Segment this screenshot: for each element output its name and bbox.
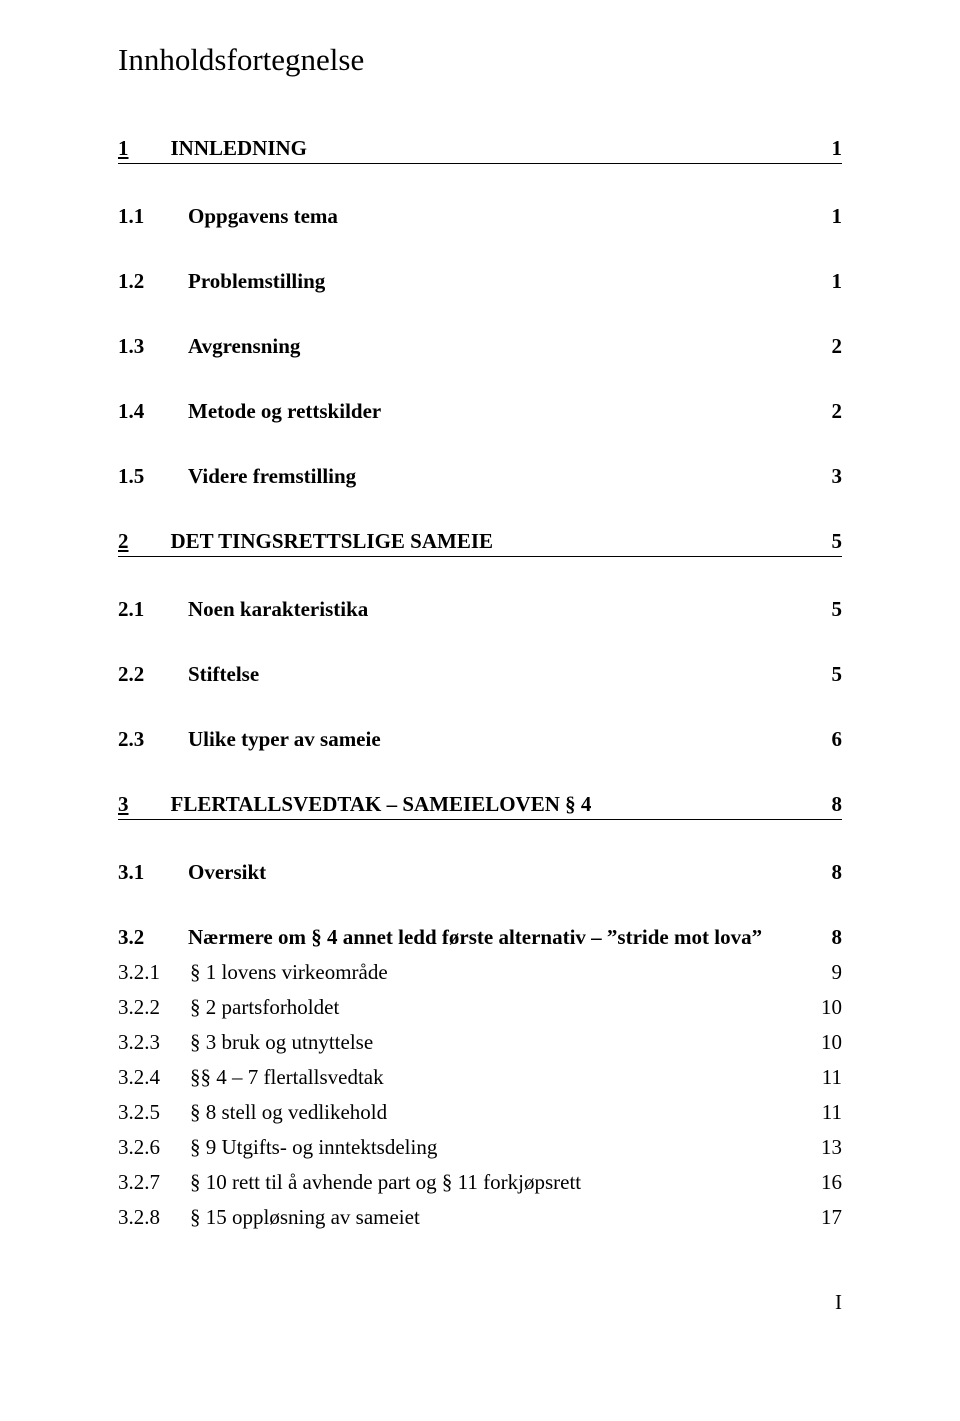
toc-num: 3.2.8 <box>118 1205 172 1230</box>
toc-label: §§ 4 – 7 flertallsvedtak <box>190 1065 810 1090</box>
toc-page: 9 <box>832 960 843 985</box>
toc-num: 3.2.1 <box>118 960 172 985</box>
toc-num: 3.2.3 <box>118 1030 172 1055</box>
toc-page: 1 <box>832 204 843 229</box>
toc-num: 3.1 <box>118 860 158 885</box>
toc-label: Oversikt <box>188 860 820 885</box>
toc-entry-level3: 3.2.5 § 8 stell og vedlikehold 11 <box>118 1100 842 1125</box>
toc-page: 8 <box>832 792 843 817</box>
toc-label: § 1 lovens virkeområde <box>190 960 820 985</box>
page-title: Innholdsfortegnelse <box>118 42 842 78</box>
toc-page: 5 <box>832 529 843 554</box>
toc-num: 2 <box>118 529 129 554</box>
toc-label: § 2 partsforholdet <box>190 995 809 1020</box>
toc-entry-level2: 1.5 Videre fremstilling 3 <box>118 464 842 489</box>
toc-label: FLERTALLSVEDTAK – SAMEIELOVEN § 4 <box>171 792 820 817</box>
toc-label: § 3 bruk og utnyttelse <box>190 1030 809 1055</box>
toc-num: 3.2 <box>118 925 158 950</box>
toc-label: Noen karakteristika <box>188 597 820 622</box>
toc-entry-level2: 2.2 Stiftelse 5 <box>118 662 842 687</box>
toc-page: 8 <box>832 860 843 885</box>
toc-page: 10 <box>821 1030 842 1055</box>
toc-label: Problemstilling <box>188 269 820 294</box>
toc-entry-level2: 3.2 Nærmere om § 4 annet ledd første alt… <box>118 925 842 950</box>
toc-page: 16 <box>821 1170 842 1195</box>
toc-num: 1.5 <box>118 464 158 489</box>
toc-entry-level1: 2 DET TINGSRETTSLIGE SAMEIE 5 <box>118 529 842 557</box>
toc-label: § 15 oppløsning av sameiet <box>190 1205 809 1230</box>
toc-page: 8 <box>832 925 843 950</box>
toc-entry-level2: 1.4 Metode og rettskilder 2 <box>118 399 842 424</box>
toc-entry-level3: 3.2.1 § 1 lovens virkeområde 9 <box>118 960 842 985</box>
toc-page: 5 <box>832 597 843 622</box>
toc-entry-level1: 3 FLERTALLSVEDTAK – SAMEIELOVEN § 4 8 <box>118 792 842 820</box>
toc-label: § 8 stell og vedlikehold <box>190 1100 810 1125</box>
toc-entry-level3: 3.2.2 § 2 partsforholdet 10 <box>118 995 842 1020</box>
toc-entry-level3: 3.2.7 § 10 rett til å avhende part og § … <box>118 1170 842 1195</box>
toc-page: 17 <box>821 1205 842 1230</box>
toc-num: 1.4 <box>118 399 158 424</box>
toc-page: 11 <box>822 1100 842 1125</box>
toc-entry-level3: 3.2.8 § 15 oppløsning av sameiet 17 <box>118 1205 842 1230</box>
toc-num: 2.2 <box>118 662 158 687</box>
toc-entry-level2: 2.1 Noen karakteristika 5 <box>118 597 842 622</box>
toc-label: § 10 rett til å avhende part og § 11 for… <box>190 1170 809 1195</box>
toc-label: § 9 Utgifts- og inntektsdeling <box>190 1135 809 1160</box>
toc-entry-level2: 1.3 Avgrensning 2 <box>118 334 842 359</box>
toc-page: 1 <box>832 269 843 294</box>
toc-page: 2 <box>832 399 843 424</box>
page-number: I <box>118 1290 842 1315</box>
toc-entry-level2: 1.1 Oppgavens tema 1 <box>118 204 842 229</box>
toc-page: 2 <box>832 334 843 359</box>
toc-page: 5 <box>832 662 843 687</box>
toc-label: Metode og rettskilder <box>188 399 820 424</box>
toc-num: 3.2.6 <box>118 1135 172 1160</box>
toc-num: 3.2.2 <box>118 995 172 1020</box>
toc-num: 3.2.5 <box>118 1100 172 1125</box>
toc-entry-level3: 3.2.3 § 3 bruk og utnyttelse 10 <box>118 1030 842 1055</box>
toc-entry-level1: 1 INNLEDNING 1 <box>118 136 842 164</box>
toc-container: 1 INNLEDNING 1 1.1 Oppgavens tema 1 1.2 … <box>118 136 842 1230</box>
toc-num: 1 <box>118 136 129 161</box>
toc-label: INNLEDNING <box>171 136 820 161</box>
toc-entry-level3: 3.2.6 § 9 Utgifts- og inntektsdeling 13 <box>118 1135 842 1160</box>
toc-label: Avgrensning <box>188 334 820 359</box>
toc-label: Oppgavens tema <box>188 204 820 229</box>
toc-entry-level3: 3.2.4 §§ 4 – 7 flertallsvedtak 11 <box>118 1065 842 1090</box>
toc-label: Ulike typer av sameie <box>188 727 820 752</box>
toc-num: 1.3 <box>118 334 158 359</box>
toc-page: 13 <box>821 1135 842 1160</box>
toc-num: 2.1 <box>118 597 158 622</box>
toc-page: 3 <box>832 464 843 489</box>
toc-num: 3 <box>118 792 129 817</box>
toc-entry-level2: 3.1 Oversikt 8 <box>118 860 842 885</box>
toc-num: 2.3 <box>118 727 158 752</box>
toc-page: 1 <box>832 136 843 161</box>
toc-page: 10 <box>821 995 842 1020</box>
toc-num: 1.1 <box>118 204 158 229</box>
toc-label: Nærmere om § 4 annet ledd første alterna… <box>188 925 820 950</box>
toc-page: 6 <box>832 727 843 752</box>
toc-num: 3.2.7 <box>118 1170 172 1195</box>
toc-label: Stiftelse <box>188 662 820 687</box>
toc-label: Videre fremstilling <box>188 464 820 489</box>
toc-entry-level2: 2.3 Ulike typer av sameie 6 <box>118 727 842 752</box>
toc-num: 1.2 <box>118 269 158 294</box>
toc-num: 3.2.4 <box>118 1065 172 1090</box>
toc-label: DET TINGSRETTSLIGE SAMEIE <box>171 529 820 554</box>
toc-entry-level2: 1.2 Problemstilling 1 <box>118 269 842 294</box>
toc-page: 11 <box>822 1065 842 1090</box>
